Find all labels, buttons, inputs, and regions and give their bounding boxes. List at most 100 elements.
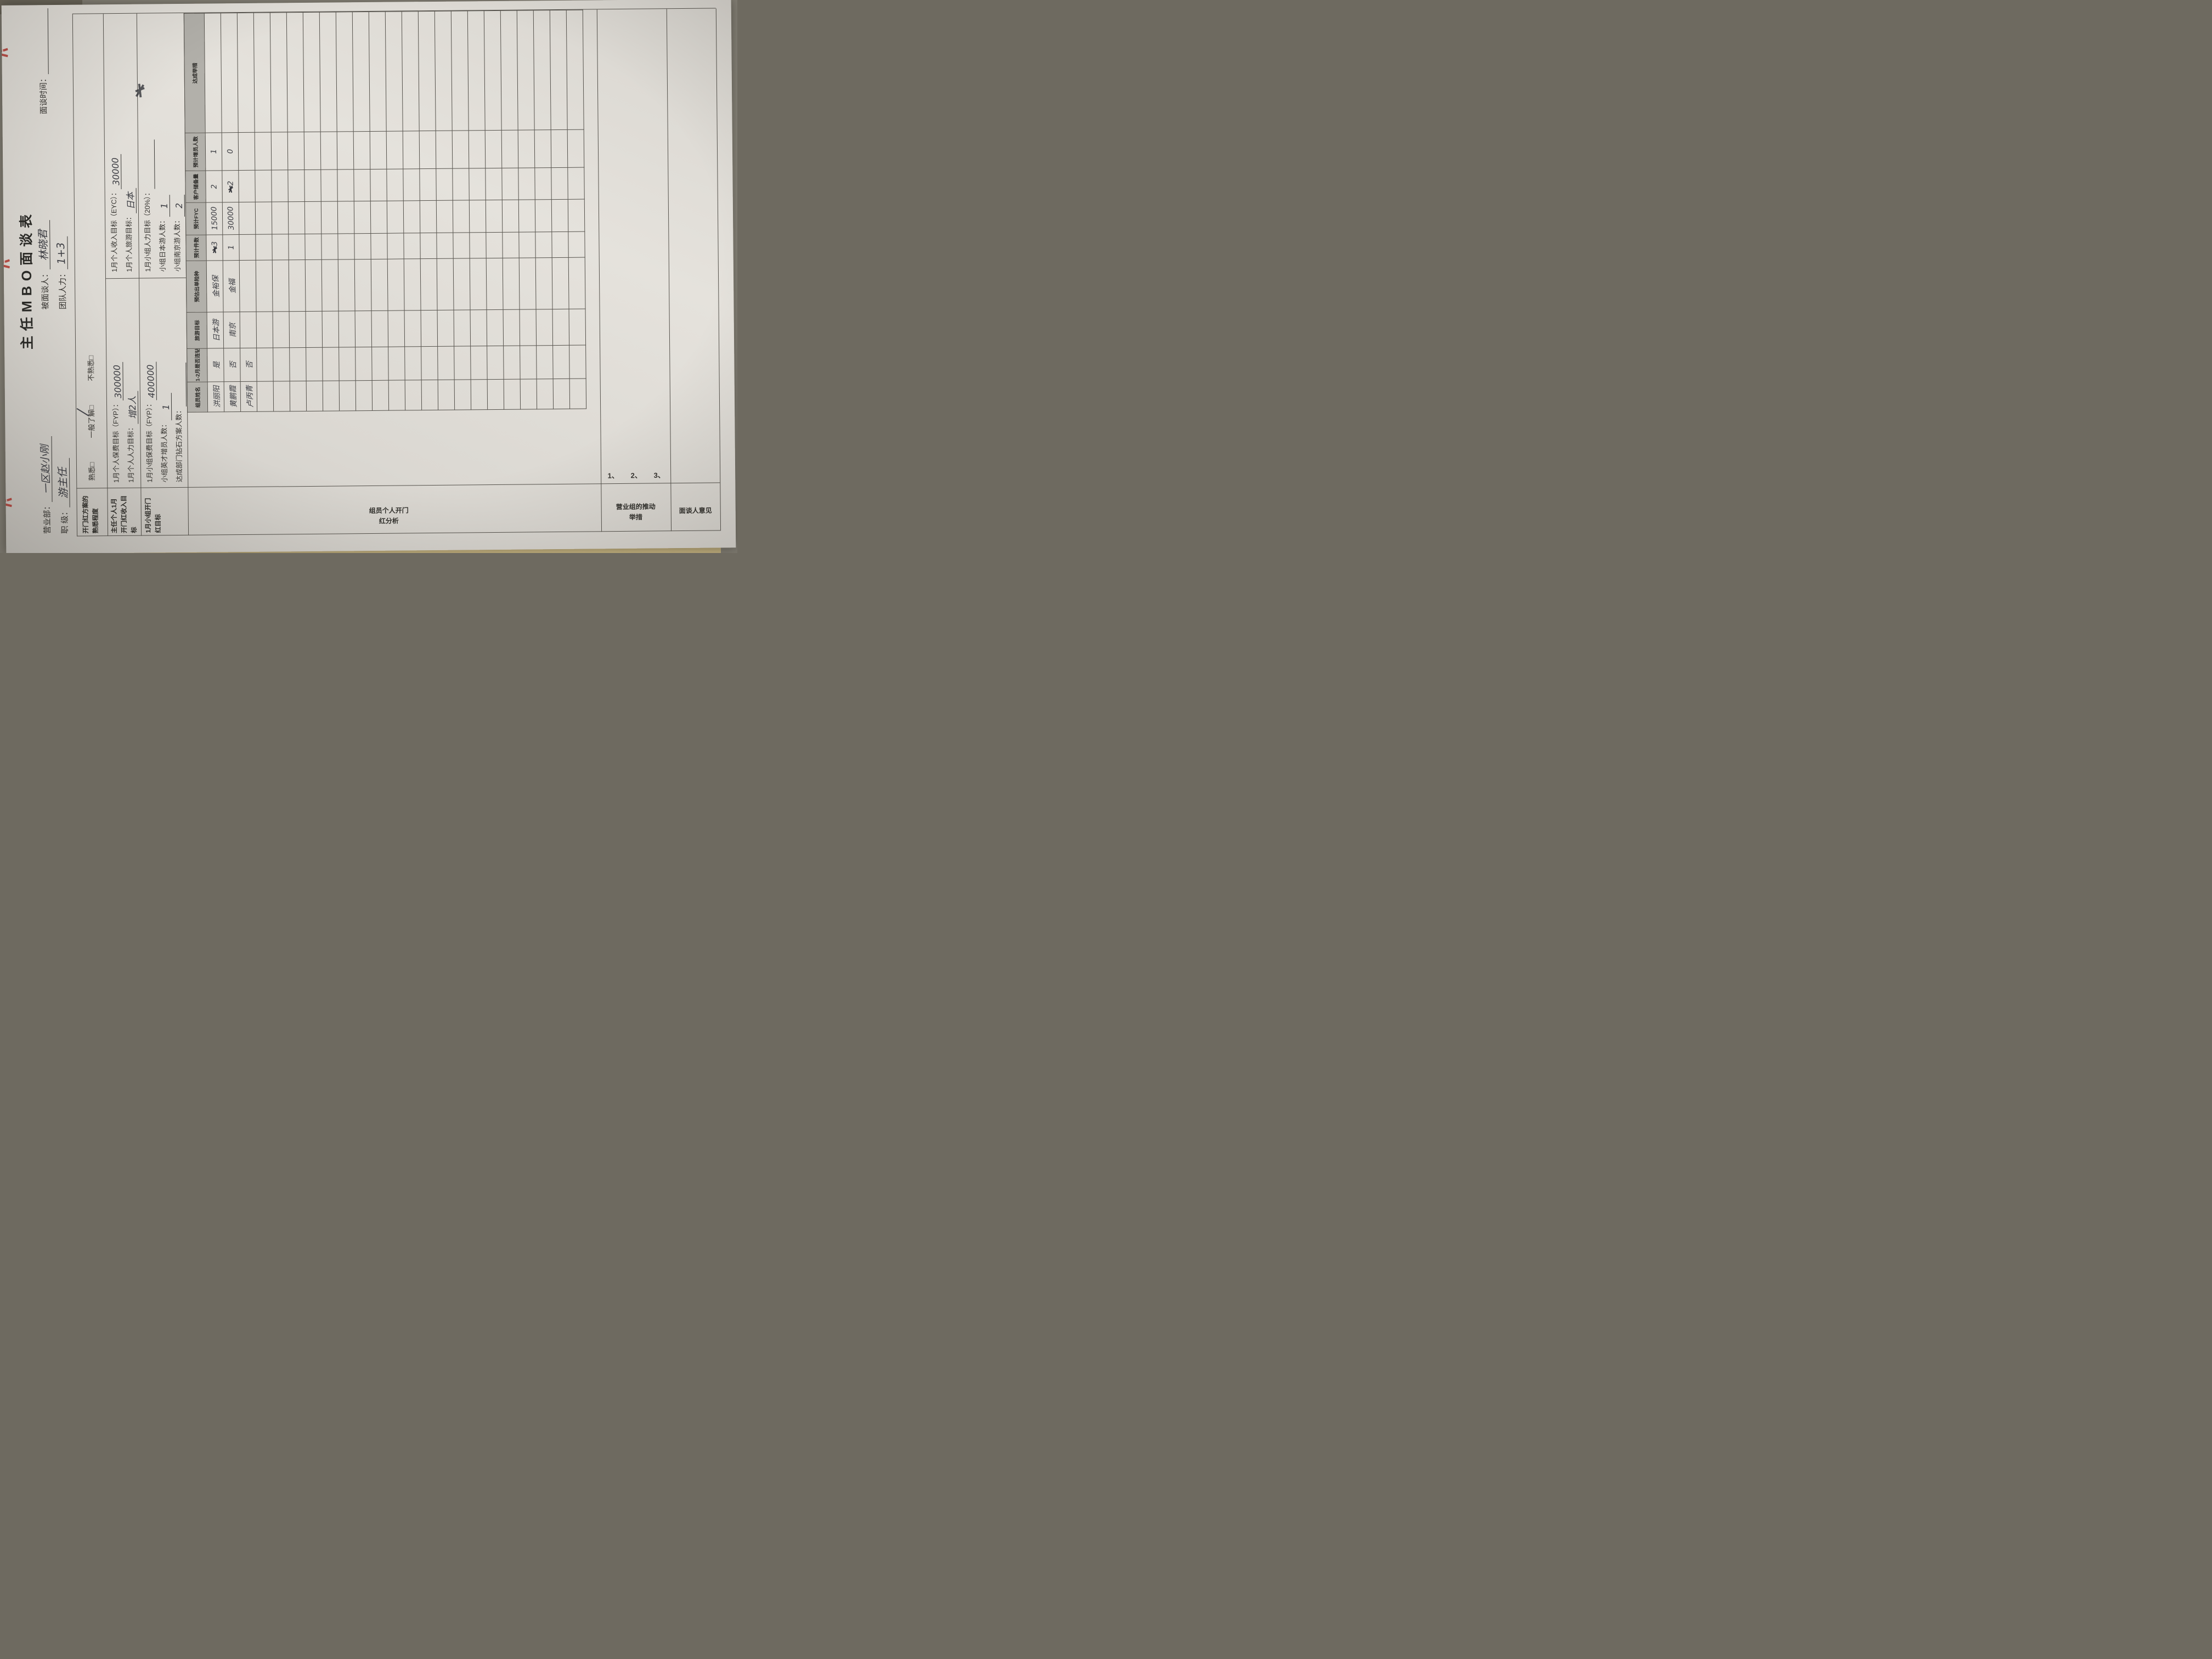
goal-line: 1月个人收入目标（EYC）： 30000 [106, 154, 122, 273]
header-line-2: 职 级： 游主任 团队人力： 1+3 [54, 14, 71, 537]
member-empty-cell [320, 170, 338, 202]
member-empty-cell [551, 231, 569, 258]
member-empty-cell [388, 346, 405, 381]
member-data-cell: 否 [223, 348, 241, 382]
interviewee-value: 林晓君 [37, 229, 50, 261]
goal-line: 小组日本游人数： 1 [155, 139, 171, 272]
member-data-cell [238, 170, 256, 202]
member-empty-cell [289, 311, 306, 348]
member-empty-cell [304, 201, 321, 234]
member-empty-cell [385, 11, 403, 132]
goal-line-label: 1月小组保费目标（FYP）： [145, 400, 154, 483]
member-empty-cell [303, 12, 321, 132]
member-empty-cell [534, 167, 552, 200]
member-empty-cell [452, 131, 469, 169]
document-paper: 主任MBO面谈表 营业部： 一区赵小刚 被面谈人： 林晓君 面谈时间： 职 级： 游主… [1, 0, 736, 553]
goal-line-label: 1月个人保费目标（FYP）： [111, 400, 121, 483]
member-empty-cell [535, 199, 552, 232]
grid-line [105, 277, 187, 279]
member-empty-cell [436, 131, 453, 169]
member-empty-cell [503, 345, 521, 380]
member-header-cell: 达成举措 [184, 13, 206, 133]
member-cell-value: 否 [245, 360, 255, 369]
member-empty-cell [485, 168, 503, 201]
goal-line-label: 达成部门钻石方案人数： [175, 407, 184, 483]
member-data-cell: 1 [205, 132, 222, 171]
member-empty-cell [569, 309, 586, 346]
member-empty-cell [322, 347, 340, 381]
member-empty-cell [370, 131, 387, 170]
photo-canvas: 主任MBO面谈表 营业部： 一区赵小刚 被面谈人： 林晓君 面谈时间： 职 级： 游主… [0, 0, 737, 553]
member-empty-cell [273, 347, 290, 382]
member-empty-cell [568, 257, 586, 309]
member-data-cell: 30000 [222, 202, 239, 235]
interview-time-field: 面谈时间： [37, 8, 49, 115]
member-empty-cell [436, 200, 453, 233]
member-empty-cell [323, 381, 340, 411]
member-empty-cell [535, 257, 553, 310]
member-header-cell: 预计增员人数 [185, 133, 206, 171]
form-title: 主任MBO面谈表 [18, 209, 36, 350]
member-empty-cell [470, 346, 488, 380]
member-empty-cell [500, 10, 518, 131]
member-empty-cell [552, 345, 570, 380]
member-empty-cell [486, 232, 503, 258]
member-empty-cell [520, 379, 537, 410]
member-empty-cell [519, 257, 537, 310]
member-empty-cell [551, 167, 568, 200]
member-empty-cell [537, 379, 554, 409]
member-data-cell [204, 13, 222, 133]
personal-goal-row-label: 主任个人1月 开门红收入目 标 [111, 495, 138, 534]
goal-line-value: 300000 [111, 364, 124, 398]
member-empty-cell [454, 310, 471, 346]
member-data-cell: 洪丽阳 [207, 382, 224, 413]
member-empty-cell [370, 233, 388, 259]
member-empty-cell [338, 347, 356, 381]
member-empty-cell [270, 12, 288, 133]
member-empty-cell [271, 132, 288, 171]
member-empty-cell [370, 201, 387, 233]
goal-line-label: 小组英才增员人数： [160, 420, 169, 483]
member-empty-cell [387, 201, 404, 233]
member-empty-cell [272, 234, 289, 260]
goal-line-value: 增2人 [127, 396, 139, 420]
member-header-cell: 1-2月是否连钻 [187, 348, 208, 382]
grid-line [596, 9, 602, 532]
member-empty-cell [553, 379, 570, 409]
goal-line: 1月个人旅游目标： 日本 [121, 154, 137, 272]
member-empty-cell [569, 379, 586, 409]
member-empty-cell [418, 11, 436, 131]
member-empty-cell [337, 131, 354, 170]
member-empty-cell [451, 10, 469, 131]
member-empty-cell [534, 129, 551, 168]
familiarity-row-label: 开门红方案的 熟悉程度 [82, 495, 99, 534]
group-goal-right-lines: 1月小组人力目标（20%）： 小组日本游人数： 1 小组南京游人数： 2 [140, 139, 185, 272]
member-empty-cell [567, 129, 584, 168]
goal-line-label: 1月个人旅游目标： [125, 213, 133, 272]
group-goal-row-label: 1月小组开门 红目标 [145, 498, 162, 533]
member-empty-cell [304, 170, 321, 202]
member-empty-cell [288, 234, 306, 260]
goal-line: 小组南京游人数： 2 [170, 139, 185, 272]
member-empty-cell [568, 231, 585, 258]
rank-field: 职 级： 游主任 [57, 458, 70, 534]
member-empty-cell [552, 309, 569, 346]
member-empty-cell [289, 347, 307, 382]
member-empty-cell [402, 11, 420, 132]
promotion-item-markers: 1、 2、 3、 [2, 5, 665, 553]
member-empty-cell [435, 11, 453, 131]
member-header-cell: 预计FYC [185, 202, 206, 235]
member-empty-cell [485, 130, 502, 168]
member-empty-cell [356, 380, 373, 411]
member-data-cell: 15000 [206, 202, 223, 235]
member-empty-cell [436, 168, 453, 201]
member-empty-cell [337, 169, 354, 202]
grid-line [666, 9, 672, 532]
member-empty-cell [518, 168, 535, 200]
member-empty-cell [255, 234, 273, 261]
member-empty-cell [467, 10, 486, 131]
member-data-cell [238, 132, 255, 171]
promotion-item-marker: 2、 [630, 471, 642, 480]
member-header-cell: 预计件数 [185, 234, 207, 261]
goal-line: 小组英才增员人数： 1 [156, 362, 172, 482]
